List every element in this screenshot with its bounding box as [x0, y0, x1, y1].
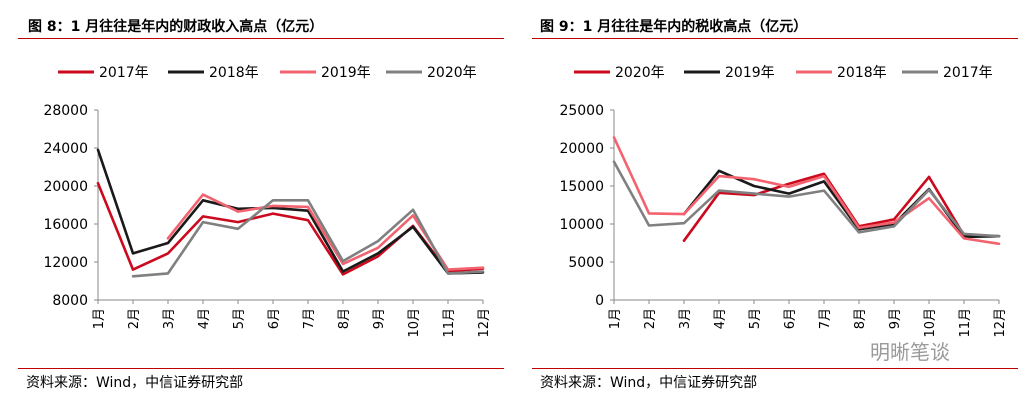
chart2-svg: 0 5000 10000 15000 20000 25000 1月 2月 3月 4月 5月 6月 7月 8… [559, 65, 1008, 338]
y-tick-label: 24000 [43, 141, 88, 157]
watermark: 明晰笔谈 [870, 340, 950, 364]
chart1-title-rule [18, 38, 504, 39]
x-tick-label: 12月 [477, 308, 492, 338]
legend-label: 2019年 [725, 65, 775, 81]
x-tick-label: 1月 [92, 308, 107, 329]
x-tick-label: 10月 [923, 308, 938, 338]
chart2-figure-title: 图 9：1 月往往是年内的税收高点（亿元） [540, 19, 808, 35]
chart1-source: 资料来源：Wind，中信证券研究部 [26, 375, 244, 391]
y-tick-label: 5000 [568, 255, 604, 271]
chart1-svg: 8000 12000 16000 20000 24000 28000 1月 2月 3月 4月 5月 6… [43, 65, 492, 338]
series-line [612, 136, 1001, 246]
x-tick-label: 3月 [162, 308, 177, 329]
legend-label: 2017年 [99, 65, 149, 81]
x-tick-label: 8月 [853, 308, 868, 329]
x-tick-label: 7月 [302, 308, 317, 329]
y-tick-label: 20000 [43, 179, 88, 195]
x-tick-label: 4月 [713, 308, 728, 329]
x-tick-label: 11月 [442, 308, 457, 338]
x-tick-label: 9月 [372, 308, 387, 329]
y-tick-label: 15000 [559, 179, 604, 195]
legend-label: 2017年 [943, 65, 993, 81]
x-tick-label: 1月 [608, 308, 623, 329]
chart1-figure-title: 图 8：1 月往往是年内的财政收入高点（亿元） [28, 19, 324, 35]
x-tick-label: 10月 [407, 308, 422, 338]
legend-label: 2019年 [321, 65, 371, 81]
x-tick-label: 5月 [232, 308, 247, 329]
y-tick-label: 8000 [52, 293, 88, 309]
series-line [612, 160, 1001, 238]
y-tick-label: 16000 [43, 217, 88, 233]
y-tick-label: 0 [595, 293, 604, 309]
legend-label: 2018年 [837, 65, 887, 81]
x-tick-label: 6月 [267, 308, 282, 329]
x-tick-label: 7月 [818, 308, 833, 329]
legend-label: 2020年 [427, 65, 477, 81]
x-tick-label: 9月 [888, 308, 903, 329]
y-tick-label: 12000 [43, 255, 88, 271]
x-tick-label: 12月 [993, 308, 1008, 338]
x-tick-label: 6月 [783, 308, 798, 329]
x-tick-label: 5月 [748, 308, 763, 329]
series-line [96, 181, 485, 276]
y-tick-label: 25000 [559, 103, 604, 119]
y-tick-label: 28000 [43, 103, 88, 119]
x-tick-label: 2月 [127, 308, 142, 329]
series-line [96, 148, 485, 275]
legend-label: 2020年 [615, 65, 665, 81]
chart2-source-rule [532, 368, 1018, 369]
x-tick-label: 2月 [643, 308, 658, 329]
y-tick-label: 20000 [559, 141, 604, 157]
x-tick-label: 4月 [197, 308, 212, 329]
y-tick-label: 10000 [559, 217, 604, 233]
x-tick-label: 3月 [678, 308, 693, 329]
x-tick-label: 8月 [337, 308, 352, 329]
chart1-source-rule [18, 368, 504, 369]
legend-label: 2018年 [209, 65, 259, 81]
chart2-title-rule [532, 38, 1018, 39]
series-line [131, 199, 485, 278]
chart2-source: 资料来源：Wind，中信证券研究部 [540, 375, 758, 391]
x-tick-label: 11月 [958, 308, 973, 338]
